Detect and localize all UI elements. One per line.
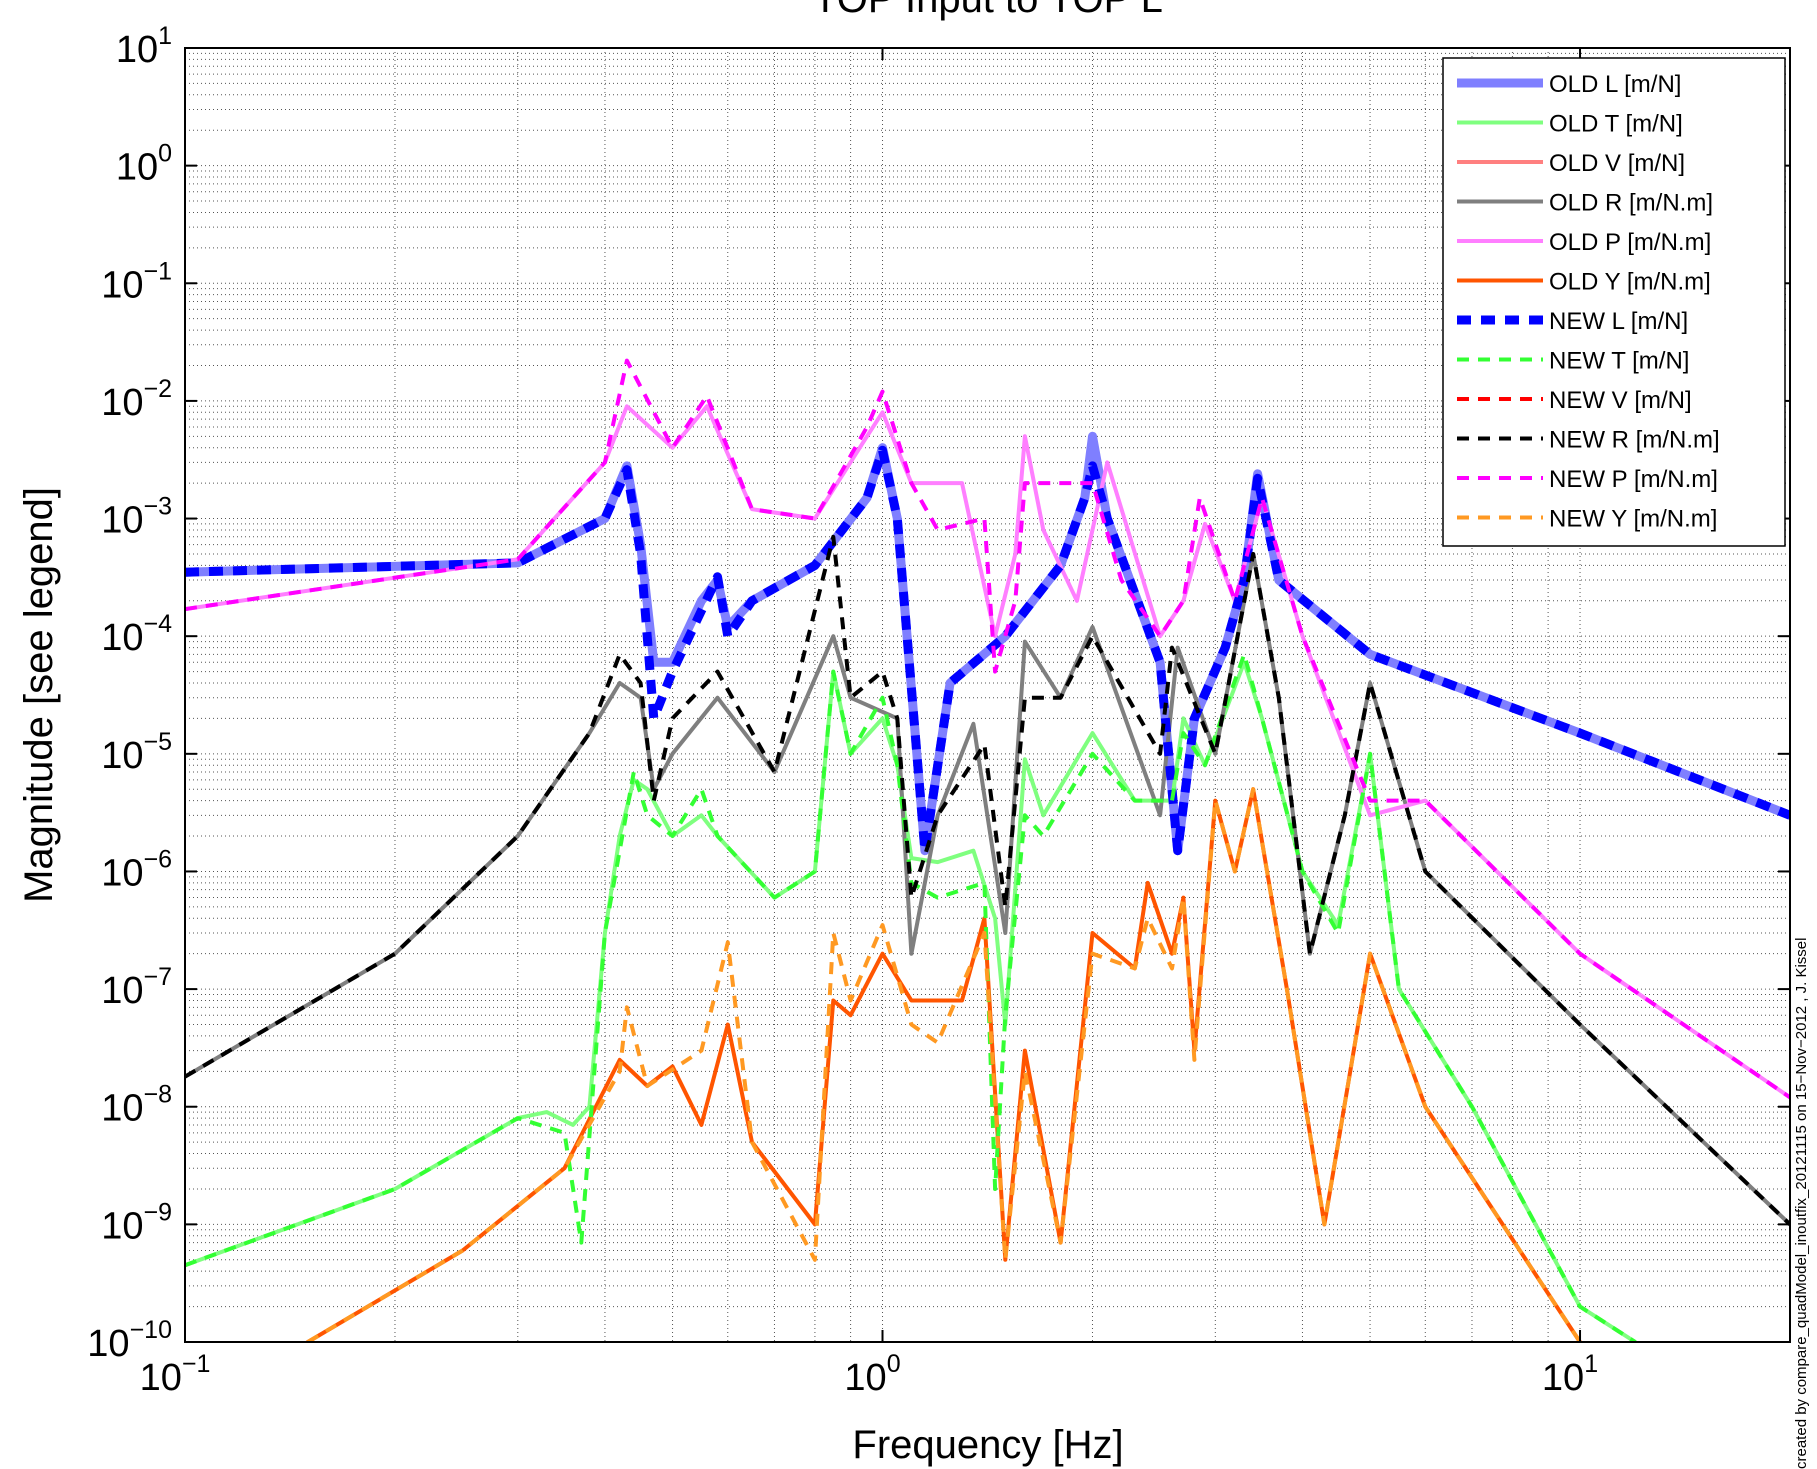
- y-tick-label-1: 100: [116, 140, 172, 189]
- y-tick-label-8: 10−7: [101, 963, 172, 1012]
- x-tick-label-0: 10−1: [140, 1350, 211, 1399]
- credit-annotation: created by compare_quadModel_inoutfix_20…: [1793, 938, 1810, 1469]
- y-tick-label-7: 10−6: [101, 845, 172, 894]
- plot-lines: [185, 358, 1790, 1342]
- legend-label-11: NEW Y [m/N.m]: [1549, 506, 1717, 533]
- legend-label-8: NEW V [m/N]: [1549, 387, 1692, 414]
- legend-box: [1442, 57, 1786, 547]
- series-line-11: [306, 787, 1582, 1342]
- legend-label-1: OLD T [m/N]: [1549, 111, 1683, 138]
- legend: OLD L [m/N] OLD T [m/N] OLD V [m/N] OLD R […: [1442, 57, 1786, 547]
- legend-label-7: NEW T [m/N]: [1549, 348, 1689, 375]
- axis-ticks: 10−1 100 101 101 100 10−1 10−2 10−3 10−4 10−5 10−6…: [87, 22, 1790, 1399]
- y-tick-label-2: 10−1: [101, 257, 172, 306]
- legend-label-4: OLD P [m/N.m]: [1549, 229, 1711, 256]
- legend-label-2: OLD V [m/N]: [1549, 150, 1685, 177]
- y-tick-label-10: 10−9: [101, 1198, 172, 1247]
- plot-frame: [184, 47, 1791, 1343]
- legend-label-3: OLD R [m/N.m]: [1549, 190, 1713, 217]
- y-tick-label-9: 10−8: [101, 1081, 172, 1130]
- y-tick-label-6: 10−5: [101, 728, 172, 777]
- y-axis-label: Magnitude [see legend]: [17, 487, 61, 903]
- legend-label-5: OLD Y [m/N.m]: [1549, 269, 1711, 296]
- chart-title: TOP Input to TOP L: [813, 0, 1163, 21]
- y-tick-label-0: 101: [116, 22, 172, 71]
- legend-label-9: NEW R [m/N.m]: [1549, 427, 1720, 454]
- y-tick-label-4: 10−3: [101, 493, 172, 542]
- legend-label-6: NEW L [m/N]: [1549, 308, 1688, 335]
- legend-label-10: NEW P [m/N.m]: [1549, 466, 1718, 493]
- legend-label-0: OLD L [m/N]: [1549, 71, 1681, 98]
- x-tick-label-2: 101: [1542, 1350, 1598, 1399]
- x-tick-label-1: 100: [844, 1350, 900, 1399]
- y-tick-label-5: 10−4: [101, 610, 172, 659]
- series-line-10: [185, 358, 1790, 1100]
- y-tick-label-11: 10−10: [87, 1316, 172, 1365]
- series-line-9: [185, 534, 1790, 1226]
- x-axis-label: Frequency [Hz]: [852, 1423, 1123, 1467]
- series-line-6: [185, 445, 1790, 856]
- y-tick-label-3: 10−2: [101, 375, 172, 424]
